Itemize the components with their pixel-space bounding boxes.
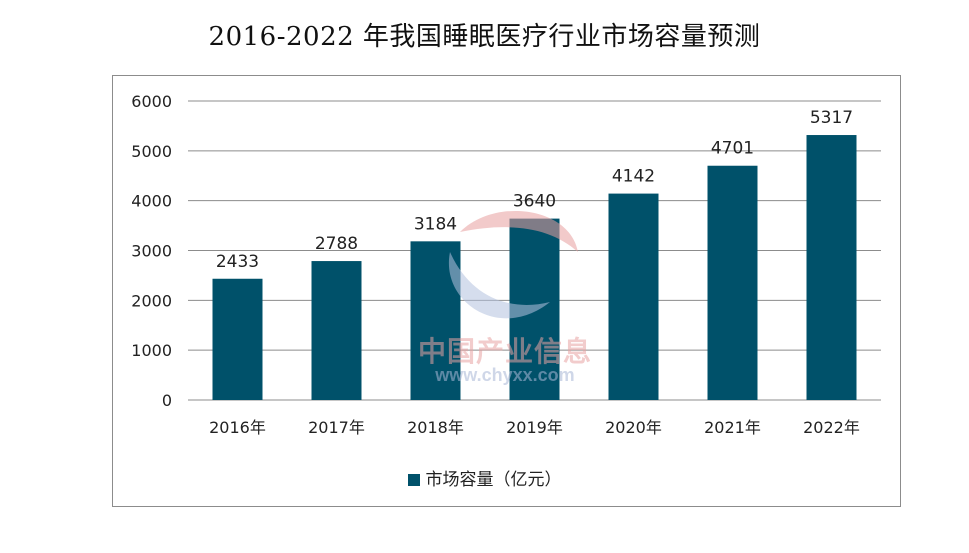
bar bbox=[410, 241, 461, 400]
data-label: 4142 bbox=[612, 167, 655, 187]
chart-title: 2016-2022 年我国睡眠医疗行业市场容量预测 bbox=[208, 22, 761, 52]
x-tick-label: 2019年 bbox=[506, 418, 563, 437]
y-tick-label: 1000 bbox=[131, 341, 172, 360]
bar bbox=[311, 261, 362, 400]
data-label: 2433 bbox=[216, 252, 259, 272]
bar bbox=[509, 218, 560, 400]
data-label: 5317 bbox=[810, 108, 853, 128]
x-tick-label: 2022年 bbox=[803, 418, 860, 437]
x-tick-label: 2016年 bbox=[209, 418, 266, 437]
legend: 市场容量（亿元） bbox=[0, 465, 969, 490]
data-label: 3184 bbox=[414, 214, 457, 234]
legend-label: 市场容量（亿元） bbox=[425, 470, 562, 490]
x-tick-label: 2021年 bbox=[704, 418, 761, 437]
x-tick-label: 2018年 bbox=[407, 418, 464, 437]
data-label: 3640 bbox=[513, 192, 556, 212]
bar bbox=[608, 193, 659, 400]
bar bbox=[212, 278, 263, 400]
y-tick-label: 2000 bbox=[131, 291, 172, 310]
data-label: 2788 bbox=[315, 234, 358, 254]
data-label: 4701 bbox=[711, 139, 754, 159]
y-tick-label: 0 bbox=[162, 391, 172, 410]
y-tick-label: 6000 bbox=[131, 92, 172, 111]
y-tick-label: 3000 bbox=[131, 242, 172, 261]
y-tick-label: 5000 bbox=[131, 142, 172, 161]
bar bbox=[806, 135, 857, 400]
x-tick-label: 2020年 bbox=[605, 418, 662, 437]
legend-swatch bbox=[407, 474, 420, 486]
x-tick-label: 2017年 bbox=[308, 418, 365, 437]
bar bbox=[707, 165, 758, 400]
y-tick-label: 4000 bbox=[131, 192, 172, 211]
